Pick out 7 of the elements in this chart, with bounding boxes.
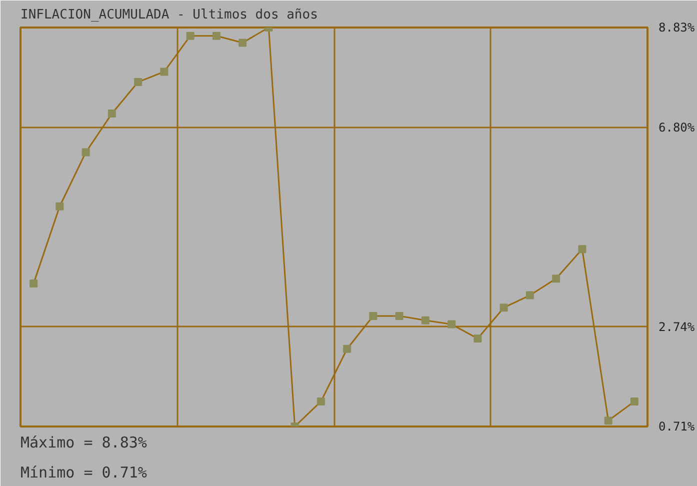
chart-title: INFLACION_ACUMULADA - Ultimos dos años — [20, 8, 318, 22]
y-tick-label: 8.83% — [658, 20, 696, 34]
text: Mínimo = 0.71% — [20, 464, 147, 482]
y-tick-label: 6.80% — [658, 120, 696, 134]
y-tick-label: 0.71% — [658, 420, 696, 434]
text: Máximo = 8.83% — [20, 434, 147, 452]
y-tick-label: 2.74% — [658, 320, 696, 334]
